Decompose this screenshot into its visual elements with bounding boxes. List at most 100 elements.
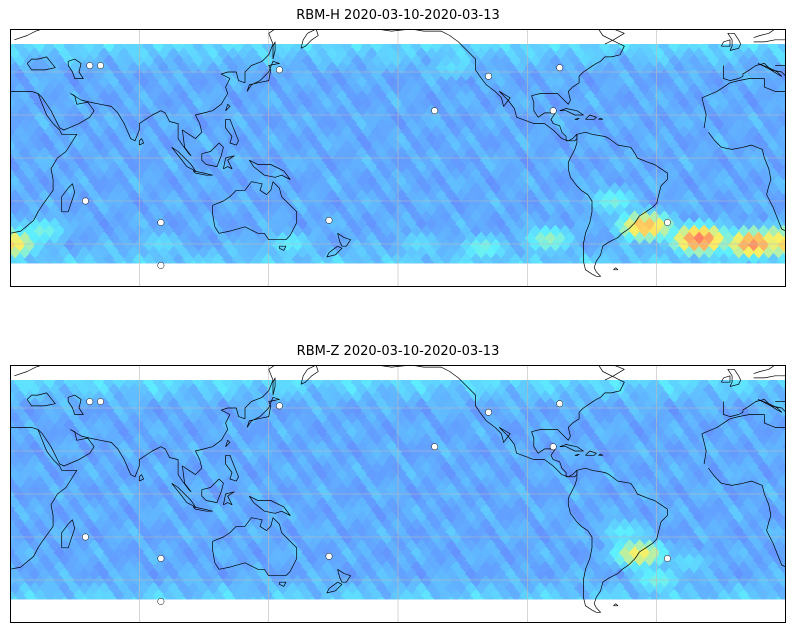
data-cell <box>603 553 617 567</box>
data-cell <box>737 224 750 239</box>
data-cell <box>336 245 349 260</box>
data-cell <box>132 54 146 68</box>
data-cell <box>606 260 613 264</box>
data-cell <box>177 47 190 61</box>
map-panel-1 <box>10 29 786 287</box>
data-cell <box>316 47 329 61</box>
data-cell <box>519 461 532 475</box>
data-cell <box>360 380 374 390</box>
data-cell <box>98 146 111 161</box>
data-cell <box>438 260 445 264</box>
data-cell <box>18 539 32 553</box>
data-cell <box>360 503 374 518</box>
data-cell <box>608 546 621 560</box>
data-cell <box>157 525 170 539</box>
coastline <box>212 181 298 241</box>
data-cell <box>182 54 195 68</box>
data-cell <box>212 380 225 390</box>
data-cell <box>455 146 468 161</box>
data-cell <box>68 510 81 525</box>
data-cell <box>727 96 740 111</box>
data-cell <box>370 54 384 68</box>
data-cell <box>603 203 617 217</box>
data-cell <box>638 210 651 224</box>
coastline <box>67 58 84 79</box>
data-cell <box>697 196 711 210</box>
data-cell <box>484 496 498 511</box>
data-cell <box>117 539 131 553</box>
data-cell <box>479 44 493 54</box>
data-cell <box>122 503 136 518</box>
data-cell <box>182 252 195 264</box>
data-cell <box>772 89 785 104</box>
data-cell <box>266 160 279 175</box>
data-cell <box>68 525 81 539</box>
data-cell <box>554 132 567 146</box>
data-cell <box>28 510 41 525</box>
data-cell <box>13 252 27 264</box>
data-cell <box>122 54 136 68</box>
data-cell <box>683 510 696 525</box>
data-cell <box>385 539 398 553</box>
data-cell <box>777 210 786 224</box>
data-cell <box>10 125 17 139</box>
coastline <box>171 147 196 172</box>
data-cell <box>564 103 577 118</box>
data-cell <box>88 47 101 61</box>
data-cell <box>345 146 359 161</box>
data-cell <box>648 54 661 68</box>
data-cell <box>772 525 785 539</box>
data-cell <box>613 482 626 497</box>
data-cell <box>683 75 696 90</box>
data-cell <box>435 61 448 75</box>
data-cell <box>18 553 32 567</box>
data-cell <box>767 96 780 111</box>
coastline <box>201 142 224 167</box>
data-cell <box>697 518 711 532</box>
data-cell <box>638 196 651 210</box>
data-cell <box>207 146 220 161</box>
data-cell <box>559 139 572 153</box>
data-cell <box>638 489 651 504</box>
data-cell <box>137 146 151 161</box>
data-cell <box>385 245 398 260</box>
data-cell <box>375 496 388 511</box>
data-cell <box>10 189 22 203</box>
data-cell <box>598 418 612 433</box>
data-cell <box>226 47 240 61</box>
data-cell <box>524 468 537 482</box>
data-cell <box>643 89 656 104</box>
data-cell <box>727 153 740 168</box>
data-cell <box>777 111 786 125</box>
data-cell <box>722 203 736 217</box>
data-cell <box>613 146 626 161</box>
data-cell <box>212 503 225 518</box>
data-cell <box>653 203 666 217</box>
data-cell <box>683 47 696 61</box>
data-cell <box>474 510 488 525</box>
data-cell <box>385 553 398 567</box>
data-cell <box>28 496 41 511</box>
data-cell <box>722 231 736 246</box>
data-cell <box>187 146 200 161</box>
data-cell <box>648 224 661 239</box>
data-cell <box>524 439 537 454</box>
data-cell <box>742 496 755 511</box>
data-cell <box>643 539 656 553</box>
data-cell <box>638 96 651 111</box>
data-cell <box>93 54 106 68</box>
data-cell <box>236 525 250 539</box>
data-cell <box>767 111 780 125</box>
data-cell <box>23 503 36 518</box>
data-cell <box>608 153 621 168</box>
data-cell <box>345 539 359 553</box>
data-cell <box>336 553 349 567</box>
data-cell <box>727 252 740 264</box>
data-cell <box>152 380 165 390</box>
data-cell <box>648 447 661 461</box>
data-cell <box>350 503 364 518</box>
data-cell <box>608 380 621 390</box>
data-cell <box>524 397 537 411</box>
data-cell <box>418 260 425 264</box>
data-cell <box>742 525 755 539</box>
